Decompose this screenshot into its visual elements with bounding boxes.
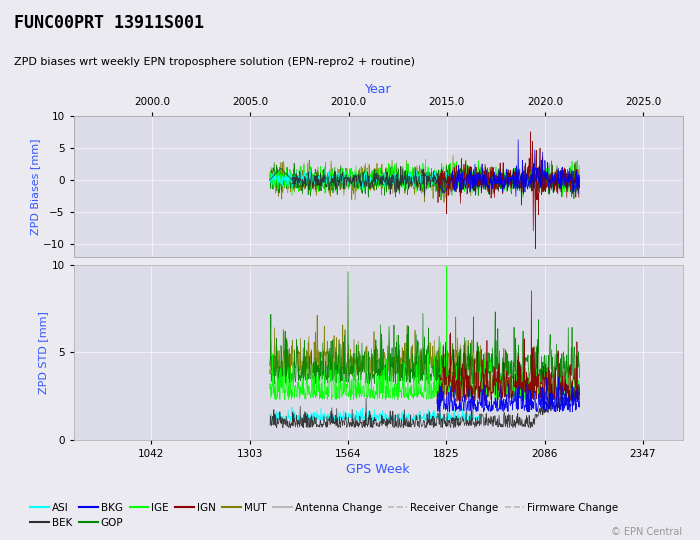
Text: ZPD biases wrt weekly EPN troposphere solution (EPN-repro2 + routine): ZPD biases wrt weekly EPN troposphere so…: [14, 57, 415, 67]
X-axis label: Year: Year: [365, 83, 391, 96]
Y-axis label: ZPD Biases [mm]: ZPD Biases [mm]: [30, 138, 40, 234]
Y-axis label: ZPD STD [mm]: ZPD STD [mm]: [38, 311, 48, 394]
Legend: ASI, BEK, BKG, GOP, IGE, IGN, MUT, Antenna Change, Receiver Change, Firmware Cha: ASI, BEK, BKG, GOP, IGE, IGN, MUT, Anten…: [26, 498, 622, 532]
Text: FUNC00PRT 13911S001: FUNC00PRT 13911S001: [14, 14, 204, 31]
Text: © EPN Central: © EPN Central: [611, 527, 682, 537]
X-axis label: GPS Week: GPS Week: [346, 463, 410, 476]
